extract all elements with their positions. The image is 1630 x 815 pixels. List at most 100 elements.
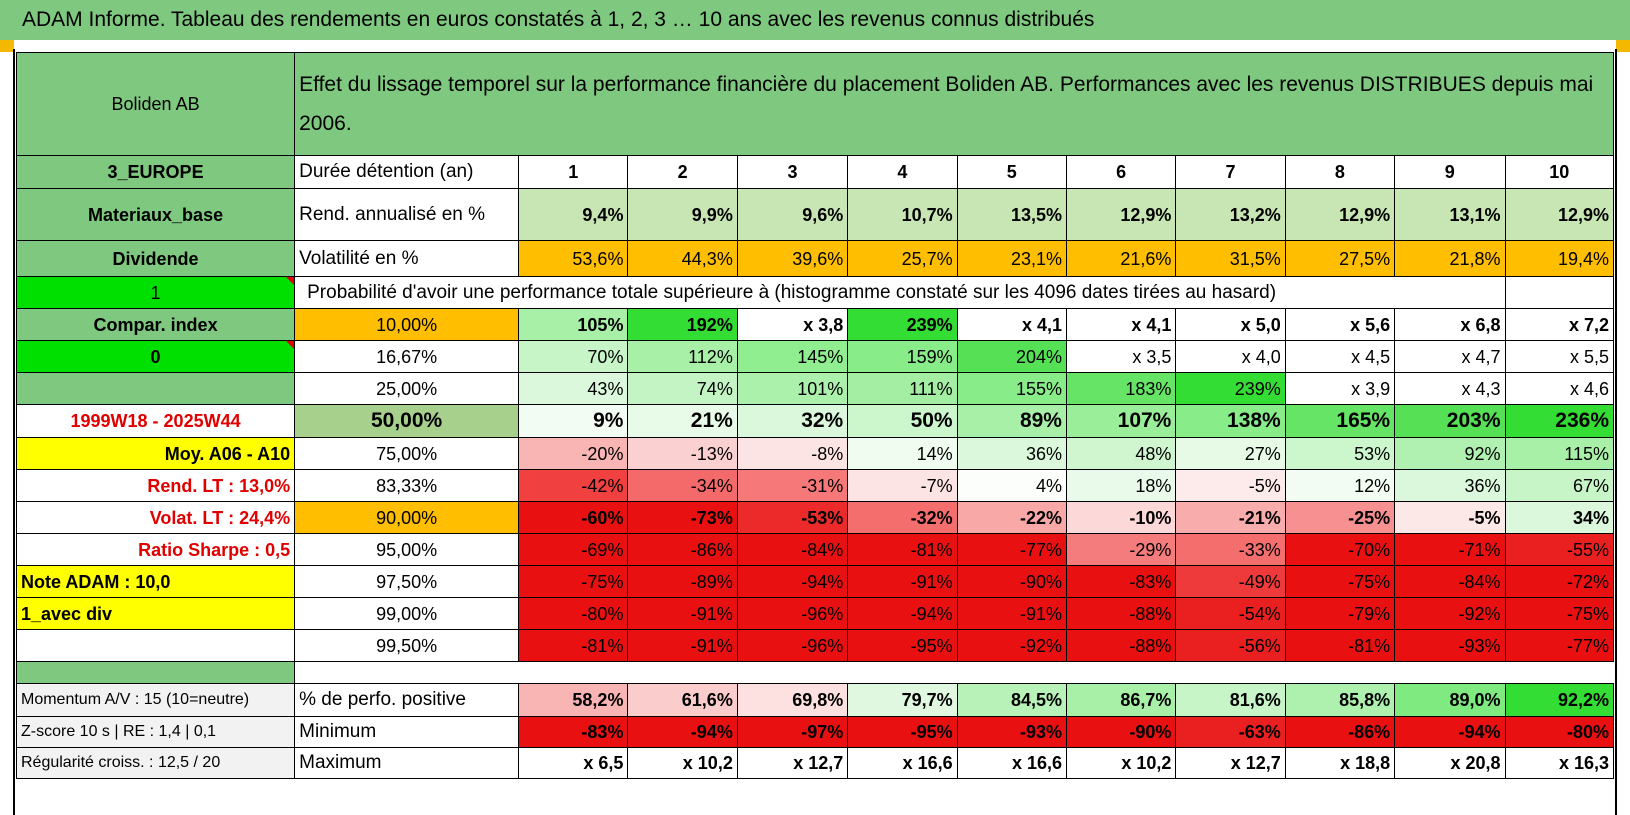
- probability-cell: -5%: [1394, 501, 1506, 534]
- positive-perf-cell: 85,8%: [1284, 683, 1396, 717]
- probability-cell: -71%: [1394, 533, 1506, 566]
- minimum-cell: -80%: [1504, 716, 1615, 748]
- year-cell: 2: [627, 155, 738, 189]
- threshold-cell: 97,50%: [294, 565, 520, 598]
- minimum-cell: -94%: [1394, 716, 1506, 748]
- year-cell: 1: [518, 155, 629, 189]
- rend-label: Rend. annualisé en %: [294, 188, 520, 241]
- minimum-cell: -86%: [1284, 716, 1396, 748]
- year-cell: 9: [1394, 155, 1506, 189]
- probability-cell: -60%: [518, 501, 629, 534]
- rend-cell: 13,1%: [1394, 188, 1506, 241]
- minimum-cell: -93%: [956, 716, 1067, 748]
- probability-cell: 155%: [956, 372, 1067, 405]
- probability-cell: -92%: [956, 629, 1067, 662]
- vol-cell: 31,5%: [1175, 240, 1286, 277]
- probability-cell: -81%: [1284, 629, 1396, 662]
- moy-label: Moy. A06 - A10: [15, 437, 296, 470]
- empty-cell: [1504, 276, 1615, 309]
- year-cell: 8: [1284, 155, 1396, 189]
- probability-cell: -88%: [1065, 629, 1177, 662]
- probability-cell: x 3,8: [736, 308, 849, 341]
- probability-cell: 36%: [1394, 469, 1506, 502]
- probability-cell: -83%: [1065, 565, 1177, 598]
- title-bar: ADAM Informe. Tableau des rendements en …: [0, 0, 1630, 40]
- probability-cell: 50%: [847, 404, 958, 438]
- probability-cell: -31%: [736, 469, 849, 502]
- asset-name: Boliden AB: [15, 52, 296, 156]
- probability-cell: -88%: [1065, 597, 1177, 630]
- probability-cell: -22%: [956, 501, 1067, 534]
- maximum-cell: x 6,5: [518, 747, 629, 779]
- probability-cell: -91%: [627, 597, 738, 630]
- probability-cell: 112%: [627, 340, 738, 373]
- probability-cell: x 3,9: [1284, 372, 1396, 405]
- spacer-cell: [294, 661, 1614, 684]
- probability-cell: x 4,1: [956, 308, 1067, 341]
- minimum-cell: -63%: [1175, 716, 1286, 748]
- probability-cell: -84%: [736, 533, 849, 566]
- vol-cell: 23,1%: [956, 240, 1067, 277]
- probability-cell: 43%: [518, 372, 629, 405]
- probability-cell: -96%: [736, 629, 849, 662]
- probability-cell: 236%: [1504, 404, 1615, 438]
- probability-cell: -81%: [518, 629, 629, 662]
- probability-cell: 89%: [956, 404, 1067, 438]
- probability-cell: 34%: [1504, 501, 1615, 534]
- vol-cell: 21,8%: [1394, 240, 1506, 277]
- threshold-cell: 10,00%: [294, 308, 520, 341]
- positive-perf-cell: 79,7%: [847, 683, 958, 717]
- threshold-cell: 99,00%: [294, 597, 520, 630]
- probability-cell: 165%: [1284, 404, 1396, 438]
- year-cell: 6: [1065, 155, 1177, 189]
- maximum-label: Maximum: [294, 747, 520, 779]
- probability-cell: -54%: [1175, 597, 1286, 630]
- threshold-cell: 83,33%: [294, 469, 520, 502]
- maximum-cell: x 10,2: [627, 747, 738, 779]
- threshold-cell: 50,00%: [294, 404, 520, 438]
- maximum-cell: x 20,8: [1394, 747, 1506, 779]
- positive-perf-cell: 69,8%: [736, 683, 849, 717]
- probability-cell: 48%: [1065, 437, 1177, 470]
- probability-cell: 107%: [1065, 404, 1177, 438]
- compar-index-label: Compar. index: [15, 308, 296, 341]
- type-label: Dividende: [15, 240, 296, 277]
- probability-cell: x 4,1: [1065, 308, 1177, 341]
- probability-cell: -80%: [518, 597, 629, 630]
- probability-cell: -8%: [736, 437, 849, 470]
- positive-perf-cell: 61,6%: [627, 683, 738, 717]
- probability-cell: -34%: [627, 469, 738, 502]
- year-cell: 4: [847, 155, 958, 189]
- probability-cell: -92%: [1394, 597, 1506, 630]
- sharpe-label: Ratio Sharpe : 0,5: [15, 533, 296, 566]
- rend-cell: 9,9%: [627, 188, 738, 241]
- probability-cell: 239%: [847, 308, 958, 341]
- rend-cell: 13,2%: [1175, 188, 1286, 241]
- probability-cell: -81%: [847, 533, 958, 566]
- probability-cell: -77%: [956, 533, 1067, 566]
- probability-cell: -79%: [1284, 597, 1396, 630]
- probability-cell: -84%: [1394, 565, 1506, 598]
- probability-cell: -56%: [1175, 629, 1286, 662]
- rend-lt-label: Rend. LT : 13,0%: [15, 469, 296, 502]
- volat-lt-label: Volat. LT : 24,4%: [15, 501, 296, 534]
- probability-cell: 138%: [1175, 404, 1286, 438]
- probability-cell: -10%: [1065, 501, 1177, 534]
- probability-cell: -42%: [518, 469, 629, 502]
- probability-cell: -69%: [518, 533, 629, 566]
- probability-cell: -25%: [1284, 501, 1396, 534]
- vol-cell: 44,3%: [627, 240, 738, 277]
- duree-label: Durée détention (an): [294, 155, 520, 189]
- vol-cell: 21,6%: [1065, 240, 1177, 277]
- probability-cell: -75%: [1284, 565, 1396, 598]
- positive-perf-cell: 92,2%: [1504, 683, 1615, 717]
- rend-cell: 12,9%: [1065, 188, 1177, 241]
- year-cell: 5: [956, 155, 1067, 189]
- spacer-cell: [15, 661, 296, 684]
- probability-cell: -33%: [1175, 533, 1286, 566]
- probability-cell: -53%: [736, 501, 849, 534]
- momentum-label: Momentum A/V : 15 (10=neutre): [15, 683, 296, 717]
- probability-cell: -96%: [736, 597, 849, 630]
- probability-cell: x 4,7: [1394, 340, 1506, 373]
- probability-cell: 14%: [847, 437, 958, 470]
